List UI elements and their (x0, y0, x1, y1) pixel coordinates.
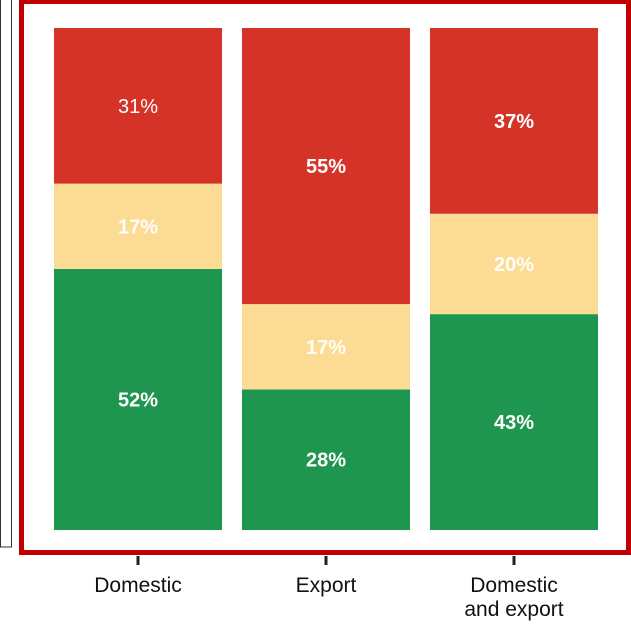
bar-segment-1-1 (242, 304, 410, 390)
bar-segment-2-2 (430, 28, 598, 214)
segment-value-label: 28% (306, 450, 346, 472)
category-label-line: Domestic (470, 574, 558, 597)
category-label: Export (296, 574, 357, 597)
category-label-line: Domestic (94, 574, 182, 597)
x-tick (324, 556, 328, 565)
left-panel-border (0, 0, 12, 548)
bar-segment-2-0 (430, 314, 598, 530)
category-label: Domestic and export (464, 574, 563, 621)
category-label-line: Export (296, 574, 357, 597)
bar-segment-1-0 (242, 389, 410, 530)
bar-segment-1-2 (242, 28, 410, 305)
segment-value-label: 20% (494, 254, 534, 276)
segment-value-label: 55% (306, 156, 346, 178)
segment-labels-group: 52% 17% 31% 28% 17% 55% 43% 20% 37% (118, 96, 534, 472)
segment-value-label: 17% (118, 216, 158, 238)
segment-value-label: 37% (494, 111, 534, 133)
bar-segment-2-1 (430, 213, 598, 315)
x-ticks-group (136, 556, 516, 565)
segment-value-label: 17% (306, 337, 346, 359)
x-tick (512, 556, 516, 565)
bars-group (54, 28, 598, 530)
segment-value-label: 31% (118, 96, 158, 118)
category-label-line: and export (464, 598, 563, 621)
segment-value-label: 43% (494, 412, 534, 434)
chart-frame (19, 0, 631, 555)
category-labels-group: Domestic Export Domestic and export (94, 574, 564, 621)
bar-segment-0-0 (54, 268, 222, 530)
x-tick (136, 556, 140, 565)
category-label: Domestic (94, 574, 182, 597)
bar-segment-0-1 (54, 183, 222, 269)
bar-segment-0-2 (54, 28, 222, 184)
segment-value-label: 52% (118, 389, 158, 411)
